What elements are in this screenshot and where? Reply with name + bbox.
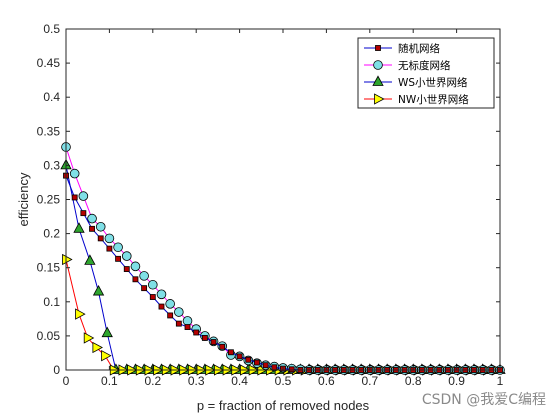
data-point	[175, 320, 182, 327]
data-point	[87, 213, 97, 224]
y-tick-label: 0	[53, 363, 60, 377]
legend-marker	[372, 75, 384, 86]
data-point	[254, 359, 260, 366]
data-point	[271, 364, 278, 371]
x-tick-label: 0.5	[275, 374, 292, 388]
y-tick-label: 0.4	[43, 90, 60, 104]
data-point	[115, 255, 121, 262]
data-point	[201, 335, 208, 341]
data-point	[80, 210, 87, 217]
data-point	[210, 339, 217, 345]
y-tick-label: 0.05	[37, 329, 61, 343]
y-tick-label: 0.3	[43, 158, 60, 172]
y-axis-ticks: 0 0.05 0.1 0.15 0.2 0.25 0.3 0.35 0.4 0.45 0.5	[37, 22, 500, 377]
data-point	[84, 254, 96, 265]
data-point	[227, 349, 234, 356]
x-tick-label: 0.7	[361, 374, 378, 388]
y-tick-label: 0.25	[37, 193, 61, 207]
y-tick-label: 0.45	[37, 56, 61, 70]
data-point	[165, 299, 175, 309]
y-tick-label: 0.15	[37, 261, 61, 275]
data-point	[130, 261, 141, 272]
data-point	[78, 191, 89, 201]
y-tick-label: 0.35	[37, 124, 61, 138]
data-point	[139, 271, 149, 281]
data-point	[262, 362, 269, 369]
x-tick-label: 0.9	[448, 374, 465, 388]
data-point	[245, 356, 252, 363]
legend-marker	[375, 45, 381, 51]
legend-label: 随机网络	[398, 42, 440, 55]
data-point	[156, 289, 167, 300]
data-point	[193, 329, 200, 336]
data-point	[75, 308, 86, 320]
data-point	[101, 326, 113, 338]
legend-label: 无标度网络	[398, 59, 451, 72]
data-point	[132, 276, 139, 283]
x-axis-label: p = fraction of removed nodes	[197, 398, 370, 413]
data-point	[95, 221, 106, 232]
data-point	[104, 233, 115, 244]
x-tick-label: 0.8	[405, 374, 422, 388]
data-point	[69, 168, 80, 179]
x-tick-label: 0.6	[318, 374, 335, 388]
legend-label: NW小世界网络	[398, 93, 469, 106]
x-axis-ticks: 0 0.1 0.2 0.3 0.4 0.5 0.6 0.7 0.8 0.9 1	[63, 29, 504, 388]
legend-marker	[374, 93, 385, 105]
data-point	[71, 194, 78, 201]
x-tick-label: 0.1	[101, 374, 118, 388]
data-point	[141, 285, 148, 292]
data-point	[148, 279, 158, 290]
x-tick-label: 1	[497, 374, 504, 388]
data-point	[97, 235, 104, 242]
data-point	[83, 332, 95, 344]
data-point	[62, 253, 73, 266]
data-point	[182, 316, 193, 326]
data-point	[219, 343, 226, 350]
y-tick-label: 0.5	[43, 22, 60, 36]
data-point	[123, 266, 130, 272]
data-point	[73, 222, 85, 233]
legend-label: WS小世界网络	[398, 76, 468, 89]
legend-item: 无标度网络	[364, 59, 451, 72]
data-point	[236, 353, 243, 360]
data-point	[106, 245, 113, 252]
data-point	[158, 303, 165, 310]
data-point	[113, 242, 123, 253]
y-axis-label: efficiency	[16, 172, 31, 226]
x-tick-label: 0.3	[188, 374, 205, 388]
legend-item: 随机网络	[364, 42, 440, 55]
x-tick-label: 0	[63, 374, 70, 388]
legend-marker	[373, 60, 383, 70]
data-point	[149, 294, 156, 300]
legend-item: NW小世界网络	[364, 93, 469, 106]
data-point	[92, 284, 105, 296]
data-point	[92, 341, 103, 354]
data-point	[288, 366, 295, 373]
data-point	[89, 225, 95, 232]
x-tick-label: 0.4	[231, 374, 248, 388]
data-point	[174, 307, 184, 317]
y-tick-label: 0.2	[43, 227, 60, 241]
legend-item: WS小世界网络	[364, 75, 468, 89]
data-point	[121, 251, 132, 261]
data-point	[167, 312, 174, 319]
x-tick-label: 0.2	[144, 374, 161, 388]
data-point	[101, 350, 112, 362]
y-tick-label: 0.1	[43, 295, 60, 309]
data-point	[184, 324, 191, 330]
watermark-text: CSDN @我爱C编程	[422, 392, 546, 408]
